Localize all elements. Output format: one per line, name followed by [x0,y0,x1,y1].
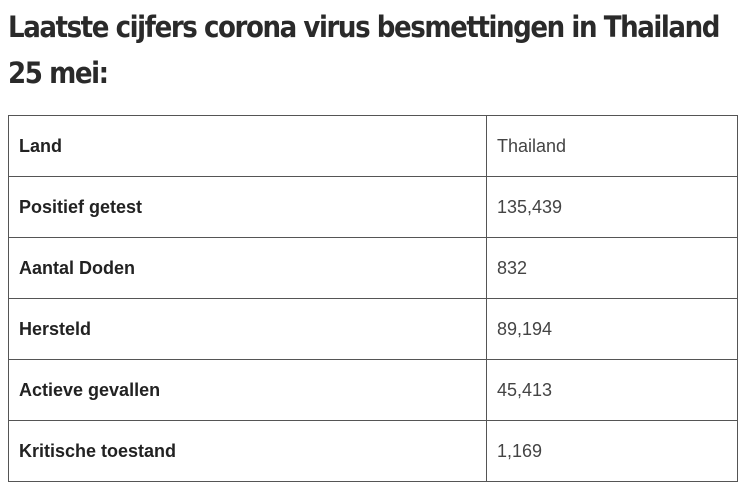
row-value: 1,169 [486,420,738,482]
table-row: Land Thailand [8,115,738,177]
table-row: Aantal Doden 832 [8,237,738,299]
row-label: Hersteld [8,298,487,360]
title: Laatste cijfers corona virus besmettinge… [8,4,720,96]
row-label: Aantal Doden [8,237,487,299]
stats-table: Land Thailand Positief getest 135,439 Aantal… [8,115,738,482]
table-row: Actieve gevallen 45,413 [8,359,738,421]
table-row: Kritische toestand 1,169 [8,420,738,482]
title-line: Laatste cijfers corona virus besmettinge… [8,10,720,44]
row-label: Actieve gevallen [8,359,487,421]
row-label: Kritische toestand [8,420,487,482]
table-body: Land Thailand Positief getest 135,439 Aantal… [8,115,738,482]
row-value: 45,413 [486,359,738,421]
row-label: Land [8,115,487,177]
row-value: 135,439 [486,176,738,238]
table-row: Hersteld 89,194 [8,298,738,360]
row-label: Positief getest [8,176,487,238]
row-value: 832 [486,237,738,299]
subtitle: 25 mei: [8,56,109,90]
row-value: 89,194 [486,298,738,360]
table-row: Positief getest 135,439 [8,176,738,238]
row-value: Thailand [486,115,738,177]
